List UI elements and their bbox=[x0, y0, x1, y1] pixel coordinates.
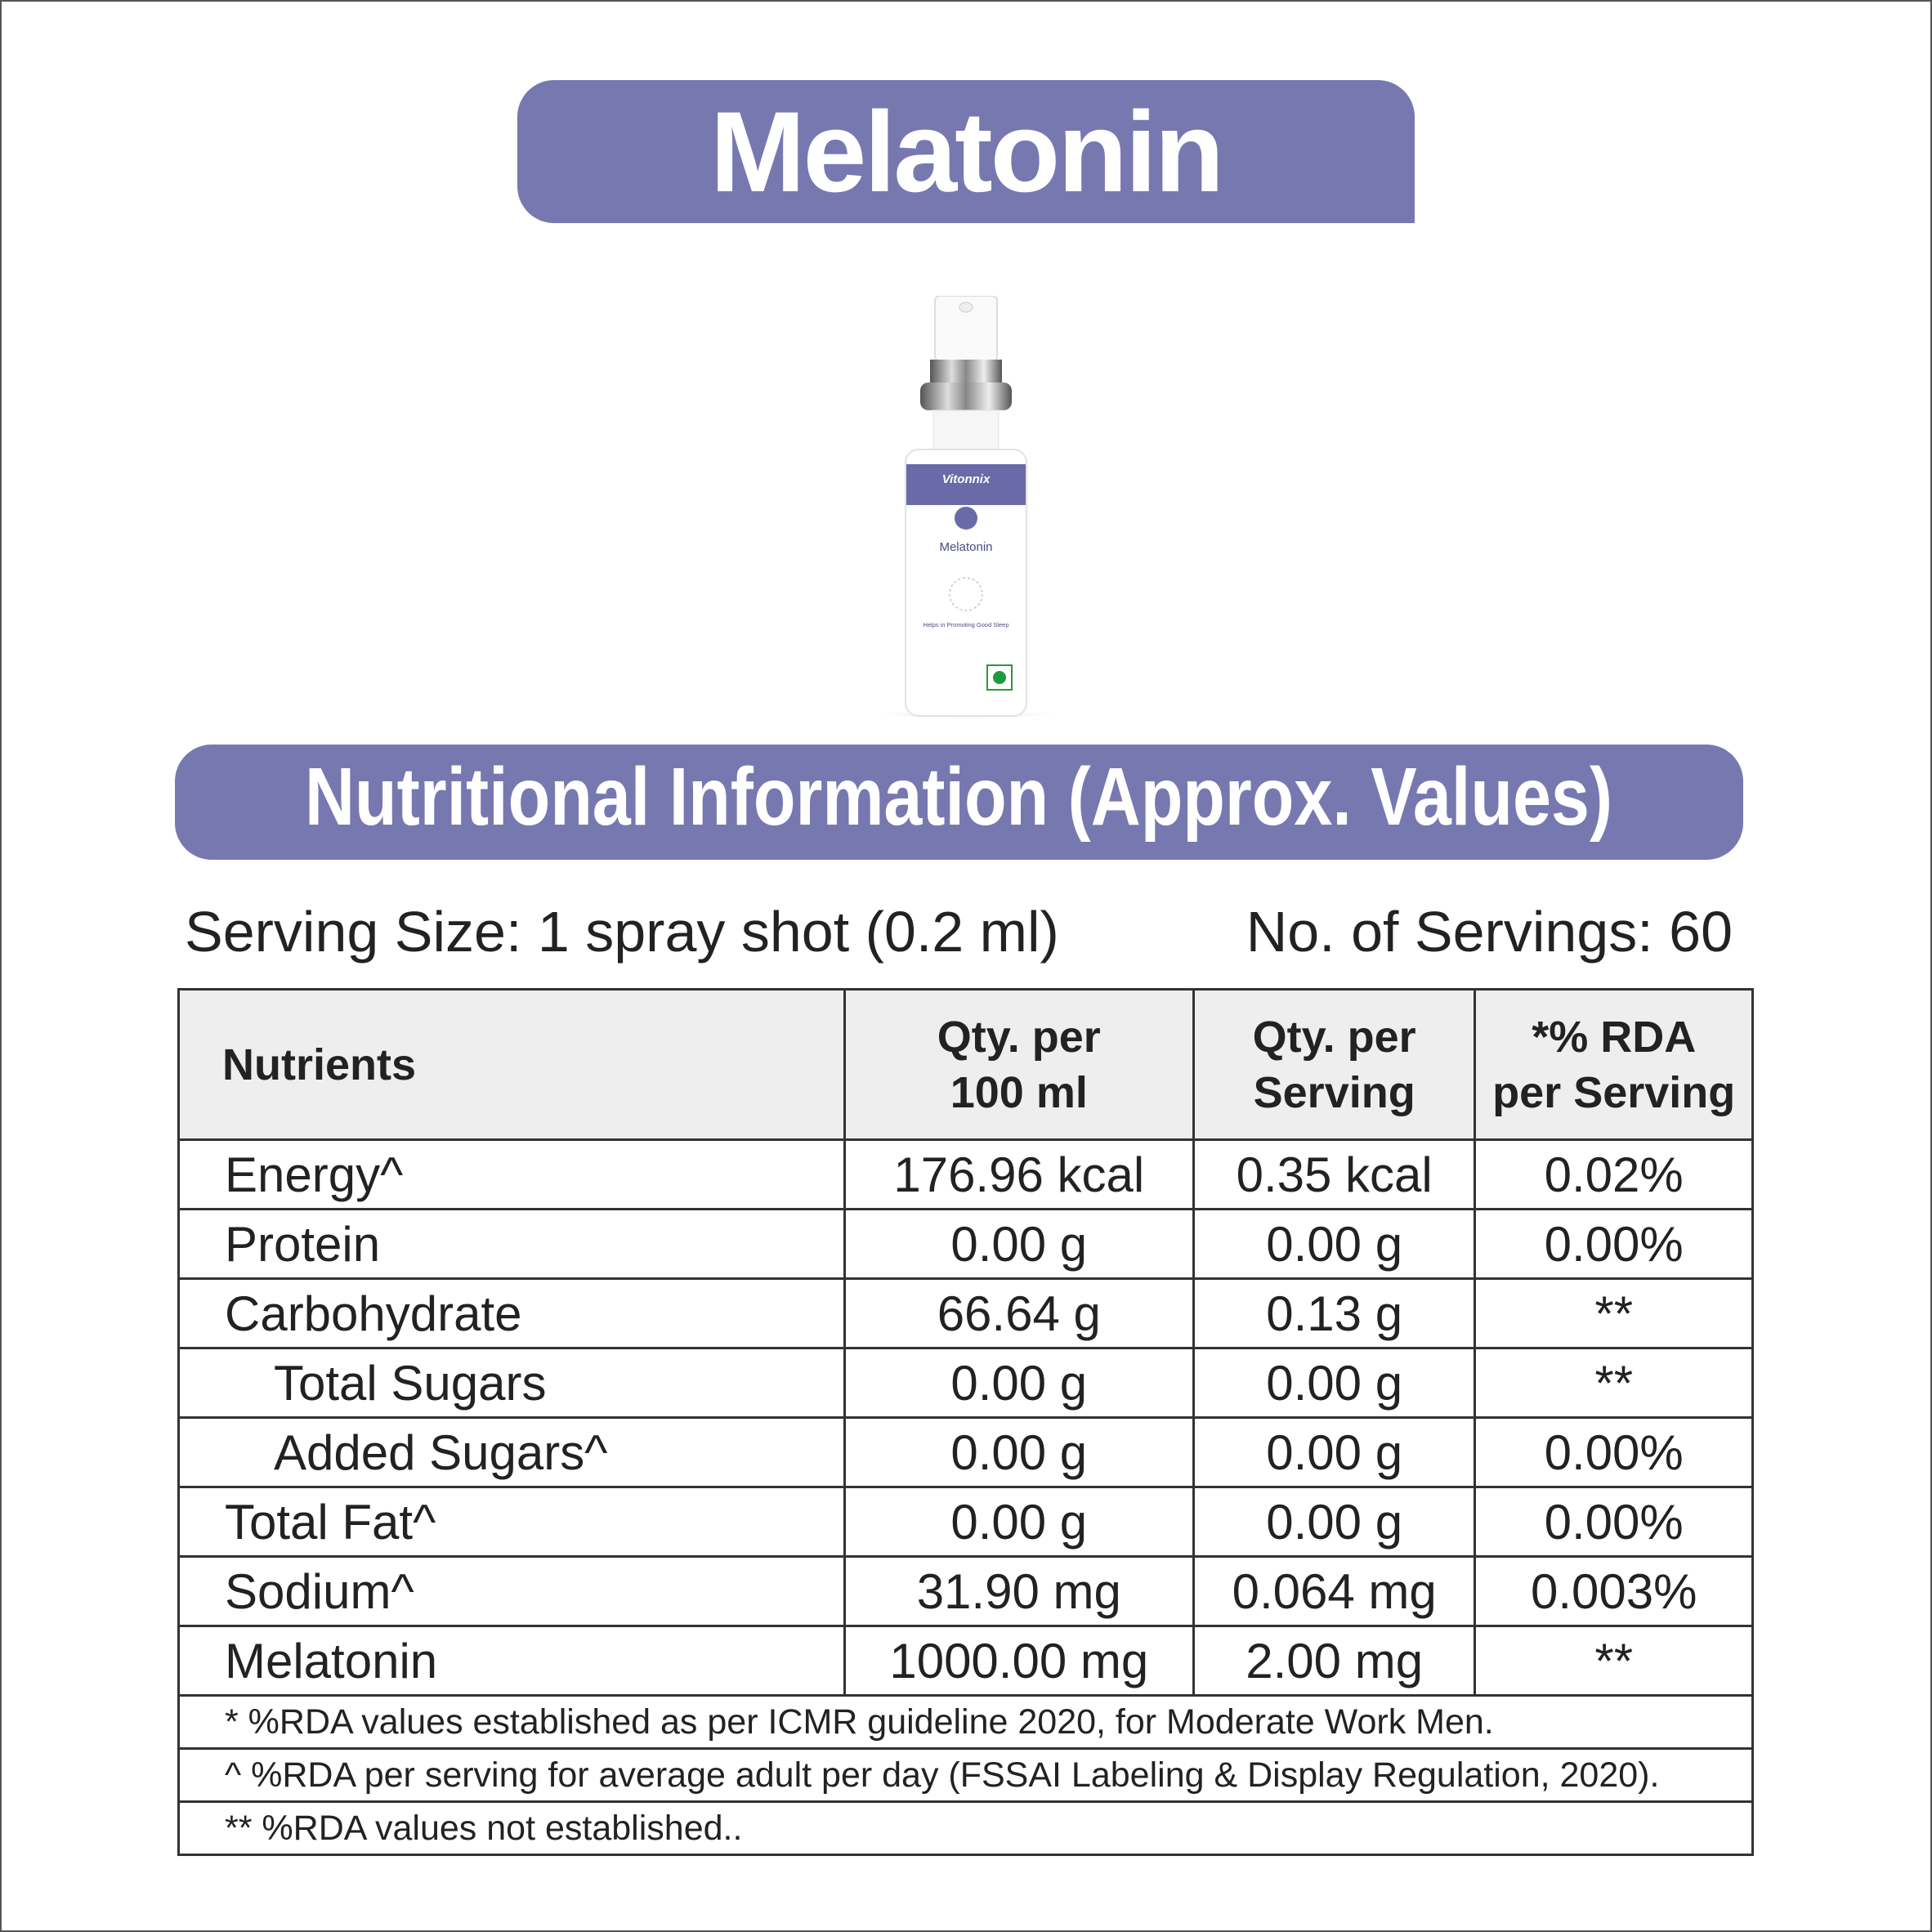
cell-value: 1000.00 mg bbox=[843, 1625, 1195, 1697]
cell-value: ** bbox=[1474, 1347, 1754, 1419]
nutrition-table: Nutrients Qty. per 100 ml Qty. per Serving… bbox=[177, 988, 1754, 1856]
cell-value: 0.00% bbox=[1474, 1486, 1754, 1558]
cell-value: 0.003% bbox=[1474, 1555, 1754, 1627]
cell-value: 66.64 g bbox=[843, 1277, 1195, 1349]
cell-value: 0.35 kcal bbox=[1192, 1138, 1477, 1210]
table-row: Total Sugars 0.00 g 0.00 g ** bbox=[177, 1347, 1754, 1419]
table-row: Energy^ 176.96 kcal 0.35 kcal 0.02% bbox=[177, 1138, 1754, 1210]
footnote-row: ** %RDA values not established.. bbox=[177, 1800, 1754, 1856]
cell-value: 0.13 g bbox=[1192, 1277, 1477, 1349]
nutrient-name: Total Sugars bbox=[177, 1347, 846, 1419]
footnote: ^ %RDA per serving for average adult per… bbox=[177, 1747, 1754, 1803]
cell-value: ** bbox=[1474, 1277, 1754, 1349]
product-name: Melatonin bbox=[939, 540, 992, 554]
column-header: *% RDA per Serving bbox=[1474, 988, 1754, 1141]
cell-value: 2.00 mg bbox=[1192, 1625, 1477, 1697]
nutrient-name: Melatonin bbox=[177, 1625, 846, 1697]
nutrient-name: Energy^ bbox=[177, 1138, 846, 1210]
column-header: Qty. per 100 ml bbox=[843, 988, 1195, 1141]
cell-value: ** bbox=[1474, 1625, 1754, 1697]
table-row: Added Sugars^ 0.00 g 0.00 g 0.00% bbox=[177, 1416, 1754, 1488]
footnote-row: * %RDA values established as per ICMR gu… bbox=[177, 1694, 1754, 1750]
nutrient-name: Sodium^ bbox=[177, 1555, 846, 1627]
table-row: Melatonin 1000.00 mg 2.00 mg ** bbox=[177, 1625, 1754, 1697]
column-header: Qty. per Serving bbox=[1192, 988, 1477, 1141]
table-row: Total Fat^ 0.00 g 0.00 g 0.00% bbox=[177, 1486, 1754, 1558]
serving-count: No. of Servings: 60 bbox=[1246, 900, 1733, 964]
cell-value: 0.00 g bbox=[1192, 1347, 1477, 1419]
title: Melatonin bbox=[709, 87, 1224, 216]
table-row: Protein 0.00 g 0.00 g 0.00% bbox=[177, 1208, 1754, 1280]
nutrient-name: Added Sugars^ bbox=[177, 1416, 846, 1488]
footnote-row: ^ %RDA per serving for average adult per… bbox=[177, 1747, 1754, 1803]
tagline: Helps in Promoting Good Sleep bbox=[923, 621, 1008, 628]
table-row: Sodium^ 31.90 mg 0.064 mg 0.003% bbox=[177, 1555, 1754, 1627]
title-banner: Melatonin bbox=[517, 80, 1415, 223]
nutrient-name: Protein bbox=[177, 1208, 846, 1280]
cell-value: 31.90 mg bbox=[843, 1555, 1195, 1627]
cell-value: 0.00 g bbox=[1192, 1416, 1477, 1488]
cell-value: 0.064 mg bbox=[1192, 1555, 1477, 1627]
product-image: Vitonnix Melatonin Helps in Promoting Go… bbox=[868, 296, 1064, 719]
footnote: * %RDA values established as per ICMR gu… bbox=[177, 1694, 1754, 1750]
section-banner: Nutritional Information (Approx. Values) bbox=[175, 745, 1743, 860]
serving-size: Serving Size: 1 spray shot (0.2 ml) bbox=[185, 900, 1059, 964]
table-row: Carbohydrate 66.64 g 0.13 g ** bbox=[177, 1277, 1754, 1349]
cell-value: 0.00 g bbox=[1192, 1486, 1477, 1558]
cell-value: 0.00 g bbox=[843, 1347, 1195, 1419]
cell-value: 0.00 g bbox=[843, 1416, 1195, 1488]
cell-value: 0.00 g bbox=[843, 1486, 1195, 1558]
column-header: Nutrients bbox=[177, 988, 846, 1141]
cell-value: 176.96 kcal bbox=[843, 1138, 1195, 1210]
cell-value: 0.00% bbox=[1474, 1208, 1754, 1280]
nutrient-name: Carbohydrate bbox=[177, 1277, 846, 1349]
cell-value: 0.02% bbox=[1474, 1138, 1754, 1210]
header-row: Nutrients Qty. per 100 ml Qty. per Serving… bbox=[177, 988, 1754, 1141]
cell-value: 0.00 g bbox=[843, 1208, 1195, 1280]
cell-value: 0.00% bbox=[1474, 1416, 1754, 1488]
nutrient-name: Total Fat^ bbox=[177, 1486, 846, 1558]
section-title: Nutritional Information (Approx. Values) bbox=[305, 751, 1612, 843]
footnote: ** %RDA values not established.. bbox=[177, 1800, 1754, 1856]
brand: Vitonnix bbox=[942, 472, 991, 486]
cell-value: 0.00 g bbox=[1192, 1208, 1477, 1280]
